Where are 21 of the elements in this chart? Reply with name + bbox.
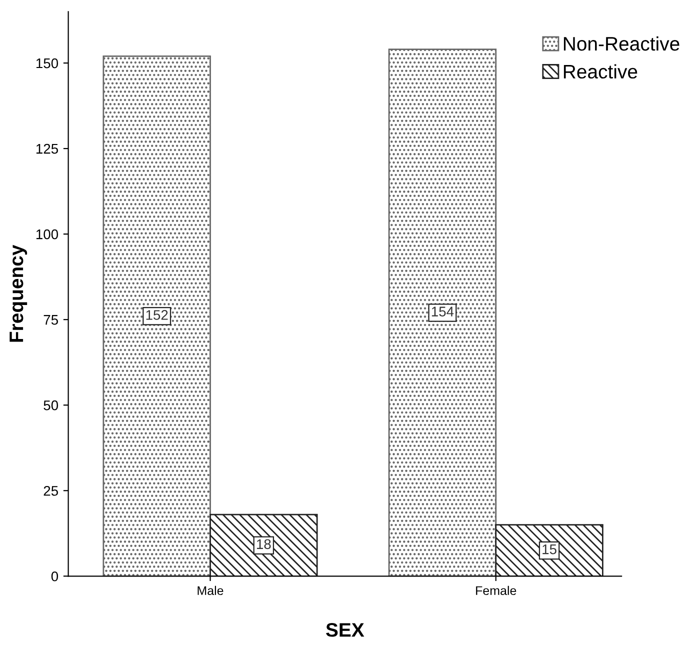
legend-label: Reactive bbox=[564, 64, 638, 79]
y-tick-label: 25 bbox=[44, 486, 58, 496]
legend-label: Non-Reactive bbox=[564, 36, 680, 51]
y-tick-label: 75 bbox=[44, 315, 58, 325]
y-tick-label: 100 bbox=[36, 229, 58, 240]
data-label: 154 bbox=[432, 306, 454, 316]
data-label: 18 bbox=[256, 539, 271, 550]
bar bbox=[102, 55, 211, 576]
x-tick-label: Female bbox=[476, 586, 516, 596]
y-tick-label: 125 bbox=[36, 144, 58, 154]
x-tick-label: Male bbox=[198, 586, 224, 596]
data-label: 152 bbox=[146, 310, 168, 320]
data-label: 15 bbox=[542, 544, 556, 554]
bar bbox=[495, 524, 604, 576]
y-axis-title: Frequency bbox=[10, 244, 28, 342]
y-tick-label: 0 bbox=[51, 571, 58, 582]
bar bbox=[388, 48, 497, 576]
bar bbox=[210, 514, 318, 576]
x-axis-title: SEX bbox=[326, 623, 364, 637]
y-tick-label: 50 bbox=[44, 400, 58, 410]
y-tick-label: 150 bbox=[36, 58, 58, 68]
